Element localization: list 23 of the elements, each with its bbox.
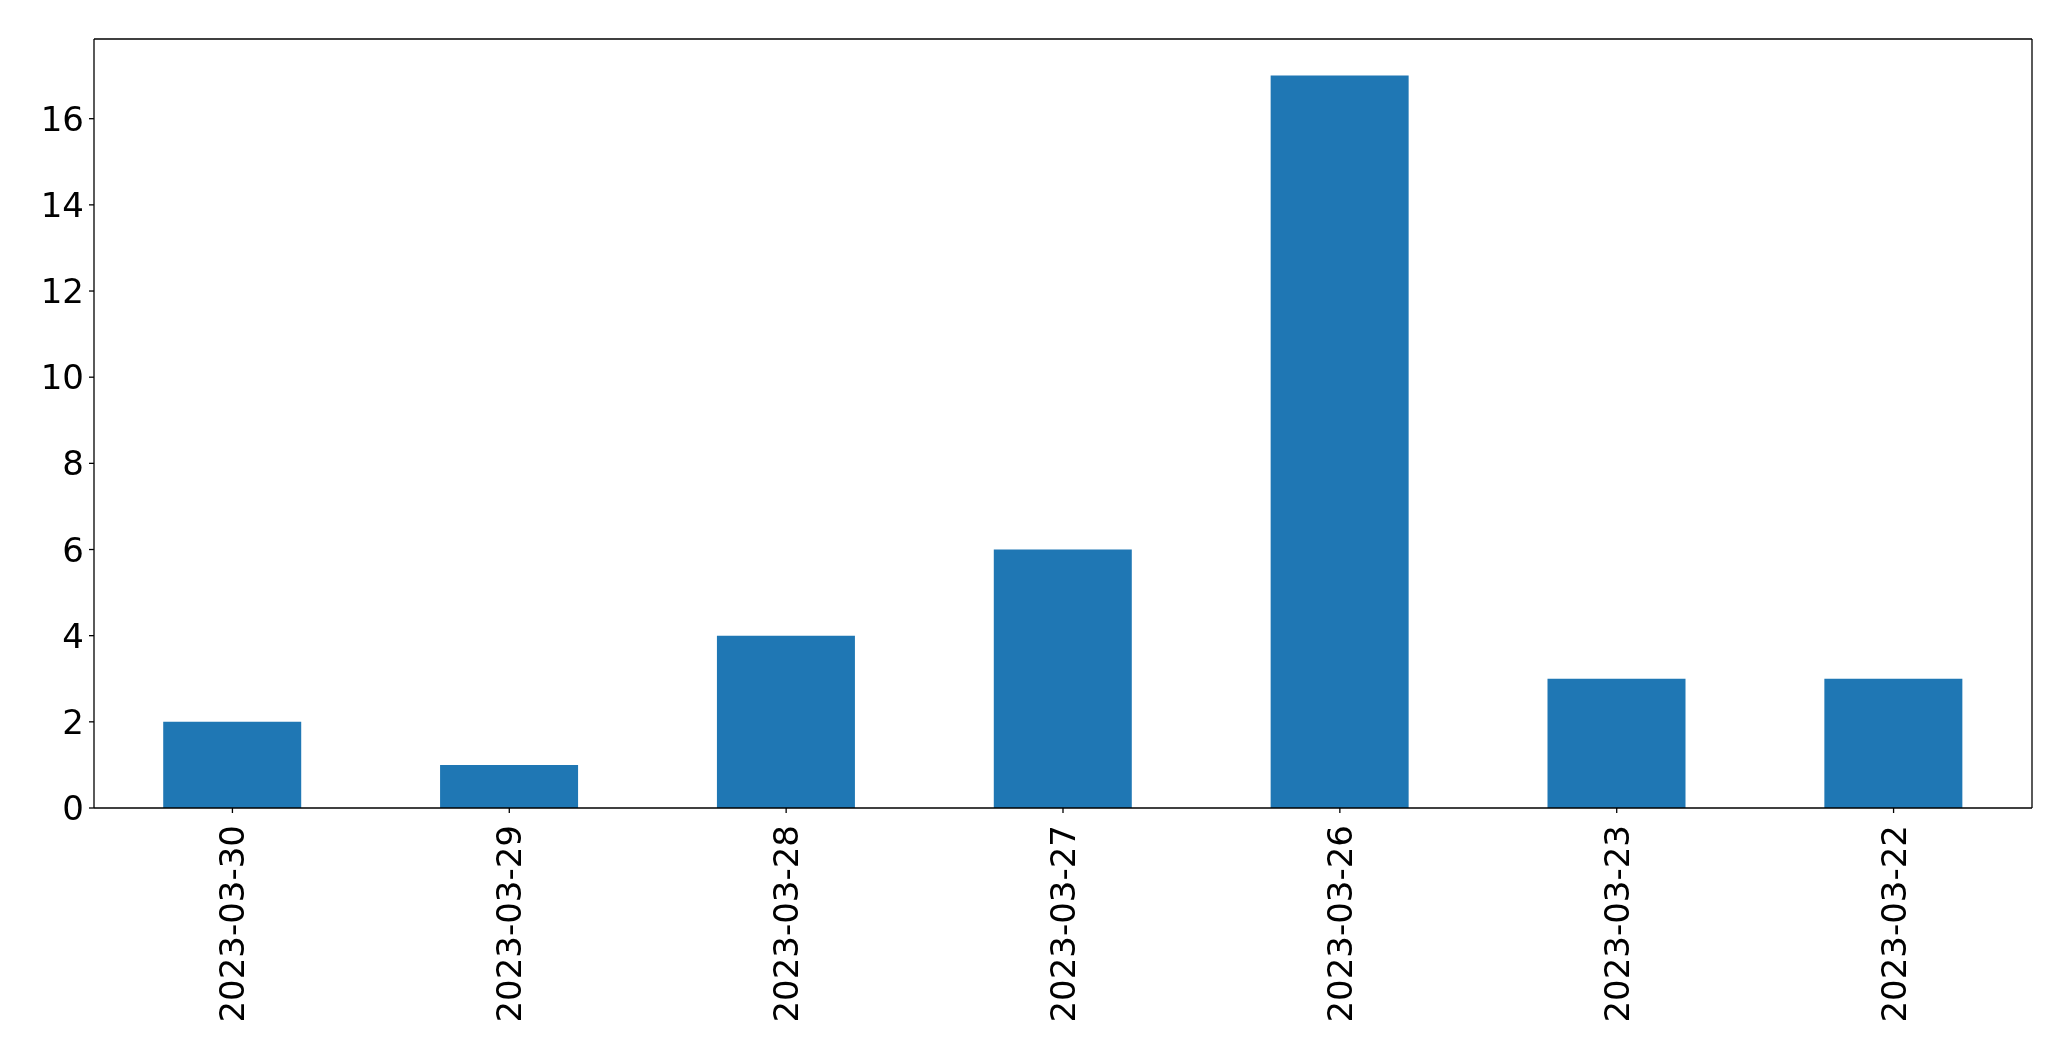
y-tick-label: 8 (62, 443, 84, 484)
y-tick-label: 6 (62, 529, 84, 570)
x-tick-label: 2023-03-26 (1319, 825, 1360, 1023)
bar (993, 549, 1132, 808)
bar (1547, 678, 1686, 808)
x-tick-label: 2023-03-22 (1873, 825, 1914, 1023)
y-tick-label: 12 (40, 271, 84, 312)
bar (1270, 75, 1409, 808)
y-tick-label: 2 (62, 701, 84, 742)
bar (716, 635, 855, 808)
bar (163, 721, 302, 808)
y-tick-label: 4 (62, 615, 84, 656)
x-tick-label: 2023-03-29 (489, 825, 530, 1023)
x-tick-label: 2023-03-27 (1043, 825, 1083, 1023)
bar (440, 764, 579, 808)
x-tick-label: 2023-03-23 (1596, 825, 1637, 1023)
x-tick-label: 2023-03-28 (766, 825, 807, 1023)
y-tick-label: 0 (62, 788, 84, 829)
y-tick-label: 16 (40, 98, 84, 139)
x-tick-label: 2023-03-30 (212, 825, 253, 1023)
y-tick-label: 14 (40, 184, 84, 225)
bar (1824, 678, 1963, 808)
y-tick-label: 10 (40, 357, 84, 398)
